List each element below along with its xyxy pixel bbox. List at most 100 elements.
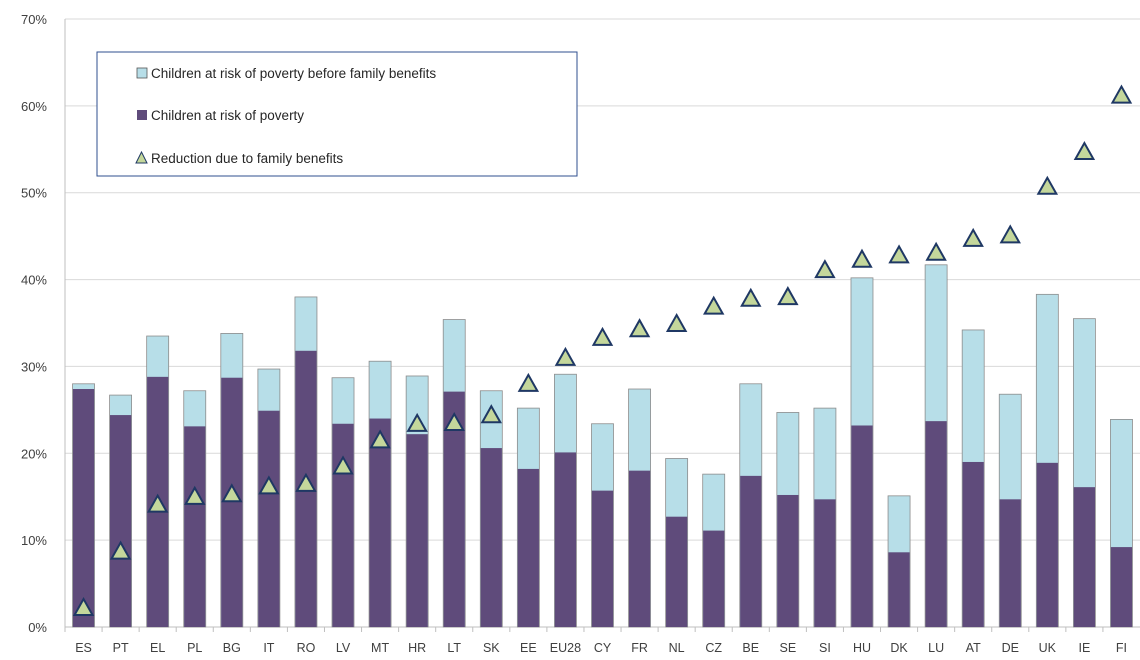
reduction-marker: [999, 224, 1021, 244]
x-tick-label: LT: [447, 641, 461, 655]
legend: Children at risk of poverty before famil…: [96, 51, 578, 177]
y-tick-label: 70%: [21, 12, 47, 27]
x-tick-label: HU: [853, 641, 871, 655]
x-tick-label: IE: [1078, 641, 1090, 655]
reduction-marker: [702, 295, 725, 315]
reduction-marker: [925, 241, 947, 261]
legend-swatch-reduction: [135, 150, 148, 164]
x-tick-label: EU28: [550, 641, 581, 655]
bar-at-risk: [1073, 487, 1095, 627]
bar-at-risk: [962, 461, 984, 627]
x-tick-label: UK: [1039, 641, 1057, 655]
bar-at-risk: [480, 448, 502, 627]
bar-at-risk: [72, 389, 95, 627]
y-axis-ticks: 0% 10% 20% 30% 40% 50% 60% 70%: [21, 12, 47, 635]
x-tick-label: EE: [520, 641, 537, 655]
legend-label-risk: Children at risk of poverty: [151, 108, 304, 123]
reduction-marker: [1110, 84, 1133, 104]
y-tick-label: 20%: [21, 446, 47, 461]
reduction-marker: [72, 596, 95, 617]
bar-at-risk: [517, 468, 539, 627]
reduction-marker: [406, 412, 428, 432]
y-tick-label: 60%: [21, 99, 47, 114]
reduction-marker: [1036, 175, 1059, 195]
legend-swatch-risk: [137, 110, 147, 120]
bar-at-risk: [110, 415, 132, 627]
bars: [72, 264, 1133, 628]
bar-at-risk: [258, 410, 280, 627]
x-tick-label: NL: [669, 641, 685, 655]
reduction-marker: [295, 472, 317, 492]
reduction-marker: [554, 346, 577, 366]
x-tick-label: MT: [371, 641, 389, 655]
y-tick-label: 30%: [21, 359, 47, 374]
bar-at-risk: [925, 421, 947, 627]
x-tick-label: HR: [408, 641, 426, 655]
x-tick-label: BE: [742, 641, 759, 655]
x-tick-label: SI: [819, 641, 831, 655]
y-tick-label: 0%: [28, 620, 47, 635]
bar-at-risk: [554, 452, 577, 627]
reduction-marker: [480, 404, 503, 424]
bar-at-risk: [740, 475, 762, 627]
x-tick-label: PT: [113, 641, 129, 655]
x-tick-label: CY: [594, 641, 612, 655]
y-tick-label: 40%: [21, 273, 47, 288]
reduction-marker: [184, 485, 206, 505]
bar-at-risk: [777, 494, 799, 627]
y-tick-label: 10%: [21, 533, 47, 548]
reduction-marker: [665, 312, 688, 332]
bar-at-risk: [369, 418, 391, 627]
reduction-marker: [628, 318, 651, 338]
markers: [72, 84, 1133, 617]
bar-at-risk: [851, 425, 873, 627]
reduction-marker: [777, 286, 799, 306]
bar-at-risk: [1036, 462, 1058, 627]
bar-at-risk: [1110, 547, 1133, 627]
x-tick-label: CZ: [705, 641, 722, 655]
reduction-marker: [591, 326, 614, 346]
y-tick-label: 50%: [21, 186, 47, 201]
bar-at-risk: [406, 434, 428, 627]
reduction-marker: [258, 475, 280, 495]
x-tick-label: ES: [75, 641, 92, 655]
bar-at-risk: [221, 377, 243, 627]
bar-at-risk: [443, 391, 465, 627]
legend-label-before: Children at risk of poverty before famil…: [151, 66, 436, 81]
reduction-marker: [146, 493, 169, 513]
bar-at-risk: [703, 530, 725, 627]
reduction-marker: [1073, 140, 1096, 161]
reduction-marker: [369, 429, 391, 449]
bar-at-risk: [591, 490, 614, 627]
reduction-marker: [517, 372, 540, 392]
reduction-marker: [962, 227, 984, 247]
x-axis-ticks: ES PT EL PL BG IT RO LV MT HR LT SK EE EU28 CY FR NL CZ BE…: [64, 627, 1127, 655]
reduction-marker: [814, 259, 836, 279]
x-tick-label: IT: [263, 641, 274, 655]
bar-at-risk: [332, 423, 354, 627]
reduction-marker: [221, 483, 243, 503]
legend-box: [96, 51, 578, 177]
bar-at-risk: [184, 426, 206, 627]
reduction-marker: [332, 455, 354, 475]
x-tick-label: RO: [297, 641, 316, 655]
legend-label-reduction: Reduction due to family benefits: [151, 151, 343, 166]
reduction-marker: [443, 411, 465, 432]
x-tick-label: FI: [1116, 641, 1127, 655]
x-tick-label: BG: [223, 641, 241, 655]
x-tick-label: DE: [1002, 641, 1019, 655]
reduction-marker: [888, 244, 910, 264]
x-tick-label: FR: [631, 641, 648, 655]
reduction-marker: [851, 248, 873, 268]
legend-swatch-before: [136, 67, 148, 79]
x-tick-label: PL: [187, 641, 202, 655]
bar-at-risk: [814, 499, 836, 627]
reduction-marker: [109, 540, 132, 560]
x-tick-label: AT: [966, 641, 981, 655]
x-tick-label: EL: [150, 641, 165, 655]
x-tick-label: SE: [780, 641, 797, 655]
bar-at-risk: [628, 470, 651, 627]
x-tick-label: LV: [336, 641, 351, 655]
x-tick-label: SK: [483, 641, 500, 655]
